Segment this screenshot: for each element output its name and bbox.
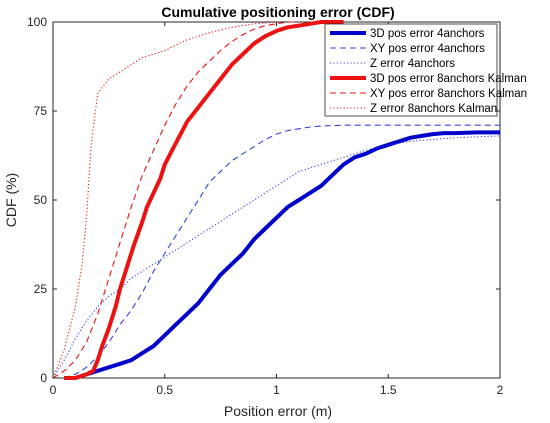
x-axis-label: Position error (m) bbox=[224, 403, 332, 419]
x-tick-label: 0.5 bbox=[156, 383, 173, 397]
series-line-2 bbox=[64, 124, 500, 379]
y-tick-label: 0 bbox=[40, 371, 47, 385]
legend-label-4: 3D pos error 8anchors Kalman bbox=[370, 73, 527, 85]
x-tick-label: 1.5 bbox=[380, 383, 397, 397]
legend-label-5: XY pos error 8anchors Kalman bbox=[370, 88, 527, 100]
y-tick-label: 50 bbox=[34, 193, 48, 207]
y-tick-label: 25 bbox=[34, 282, 48, 296]
series-line-5 bbox=[52, 21, 299, 379]
x-tick-label: 2 bbox=[497, 383, 504, 397]
y-tick-label: 100 bbox=[27, 15, 47, 29]
series-line-1 bbox=[64, 130, 500, 380]
legend-label-3: Z error 4anchors bbox=[370, 58, 455, 70]
y-axis-label: CDF (%) bbox=[3, 173, 19, 227]
legend-label-2: XY pos error 4anchors bbox=[370, 43, 485, 55]
series-line-3 bbox=[52, 135, 501, 379]
chart-title: Cumulative positioning error (CDF) bbox=[161, 4, 394, 20]
legend-label-6: Z error 8anchors Kalman bbox=[370, 103, 497, 115]
plot-area: 0 0.5 1 1.5 2 0 25 50 75 100 bbox=[27, 15, 504, 397]
y-axis-ticks: 0 25 50 75 100 bbox=[27, 15, 500, 385]
series-layer bbox=[52, 20, 501, 380]
legend-box bbox=[324, 23, 498, 117]
legend: 3D pos error 4anchors XY pos error 4ancho… bbox=[324, 23, 527, 117]
y-tick-label: 75 bbox=[34, 104, 48, 118]
x-tick-label: 0 bbox=[50, 383, 57, 397]
x-tick-label: 1 bbox=[273, 383, 280, 397]
x-axis-ticks: 0 0.5 1 1.5 2 bbox=[50, 22, 504, 397]
series-line-4 bbox=[64, 20, 344, 380]
legend-entries: 3D pos error 4anchors XY pos error 4ancho… bbox=[330, 28, 527, 115]
legend-label-1: 3D pos error 4anchors bbox=[370, 28, 485, 40]
